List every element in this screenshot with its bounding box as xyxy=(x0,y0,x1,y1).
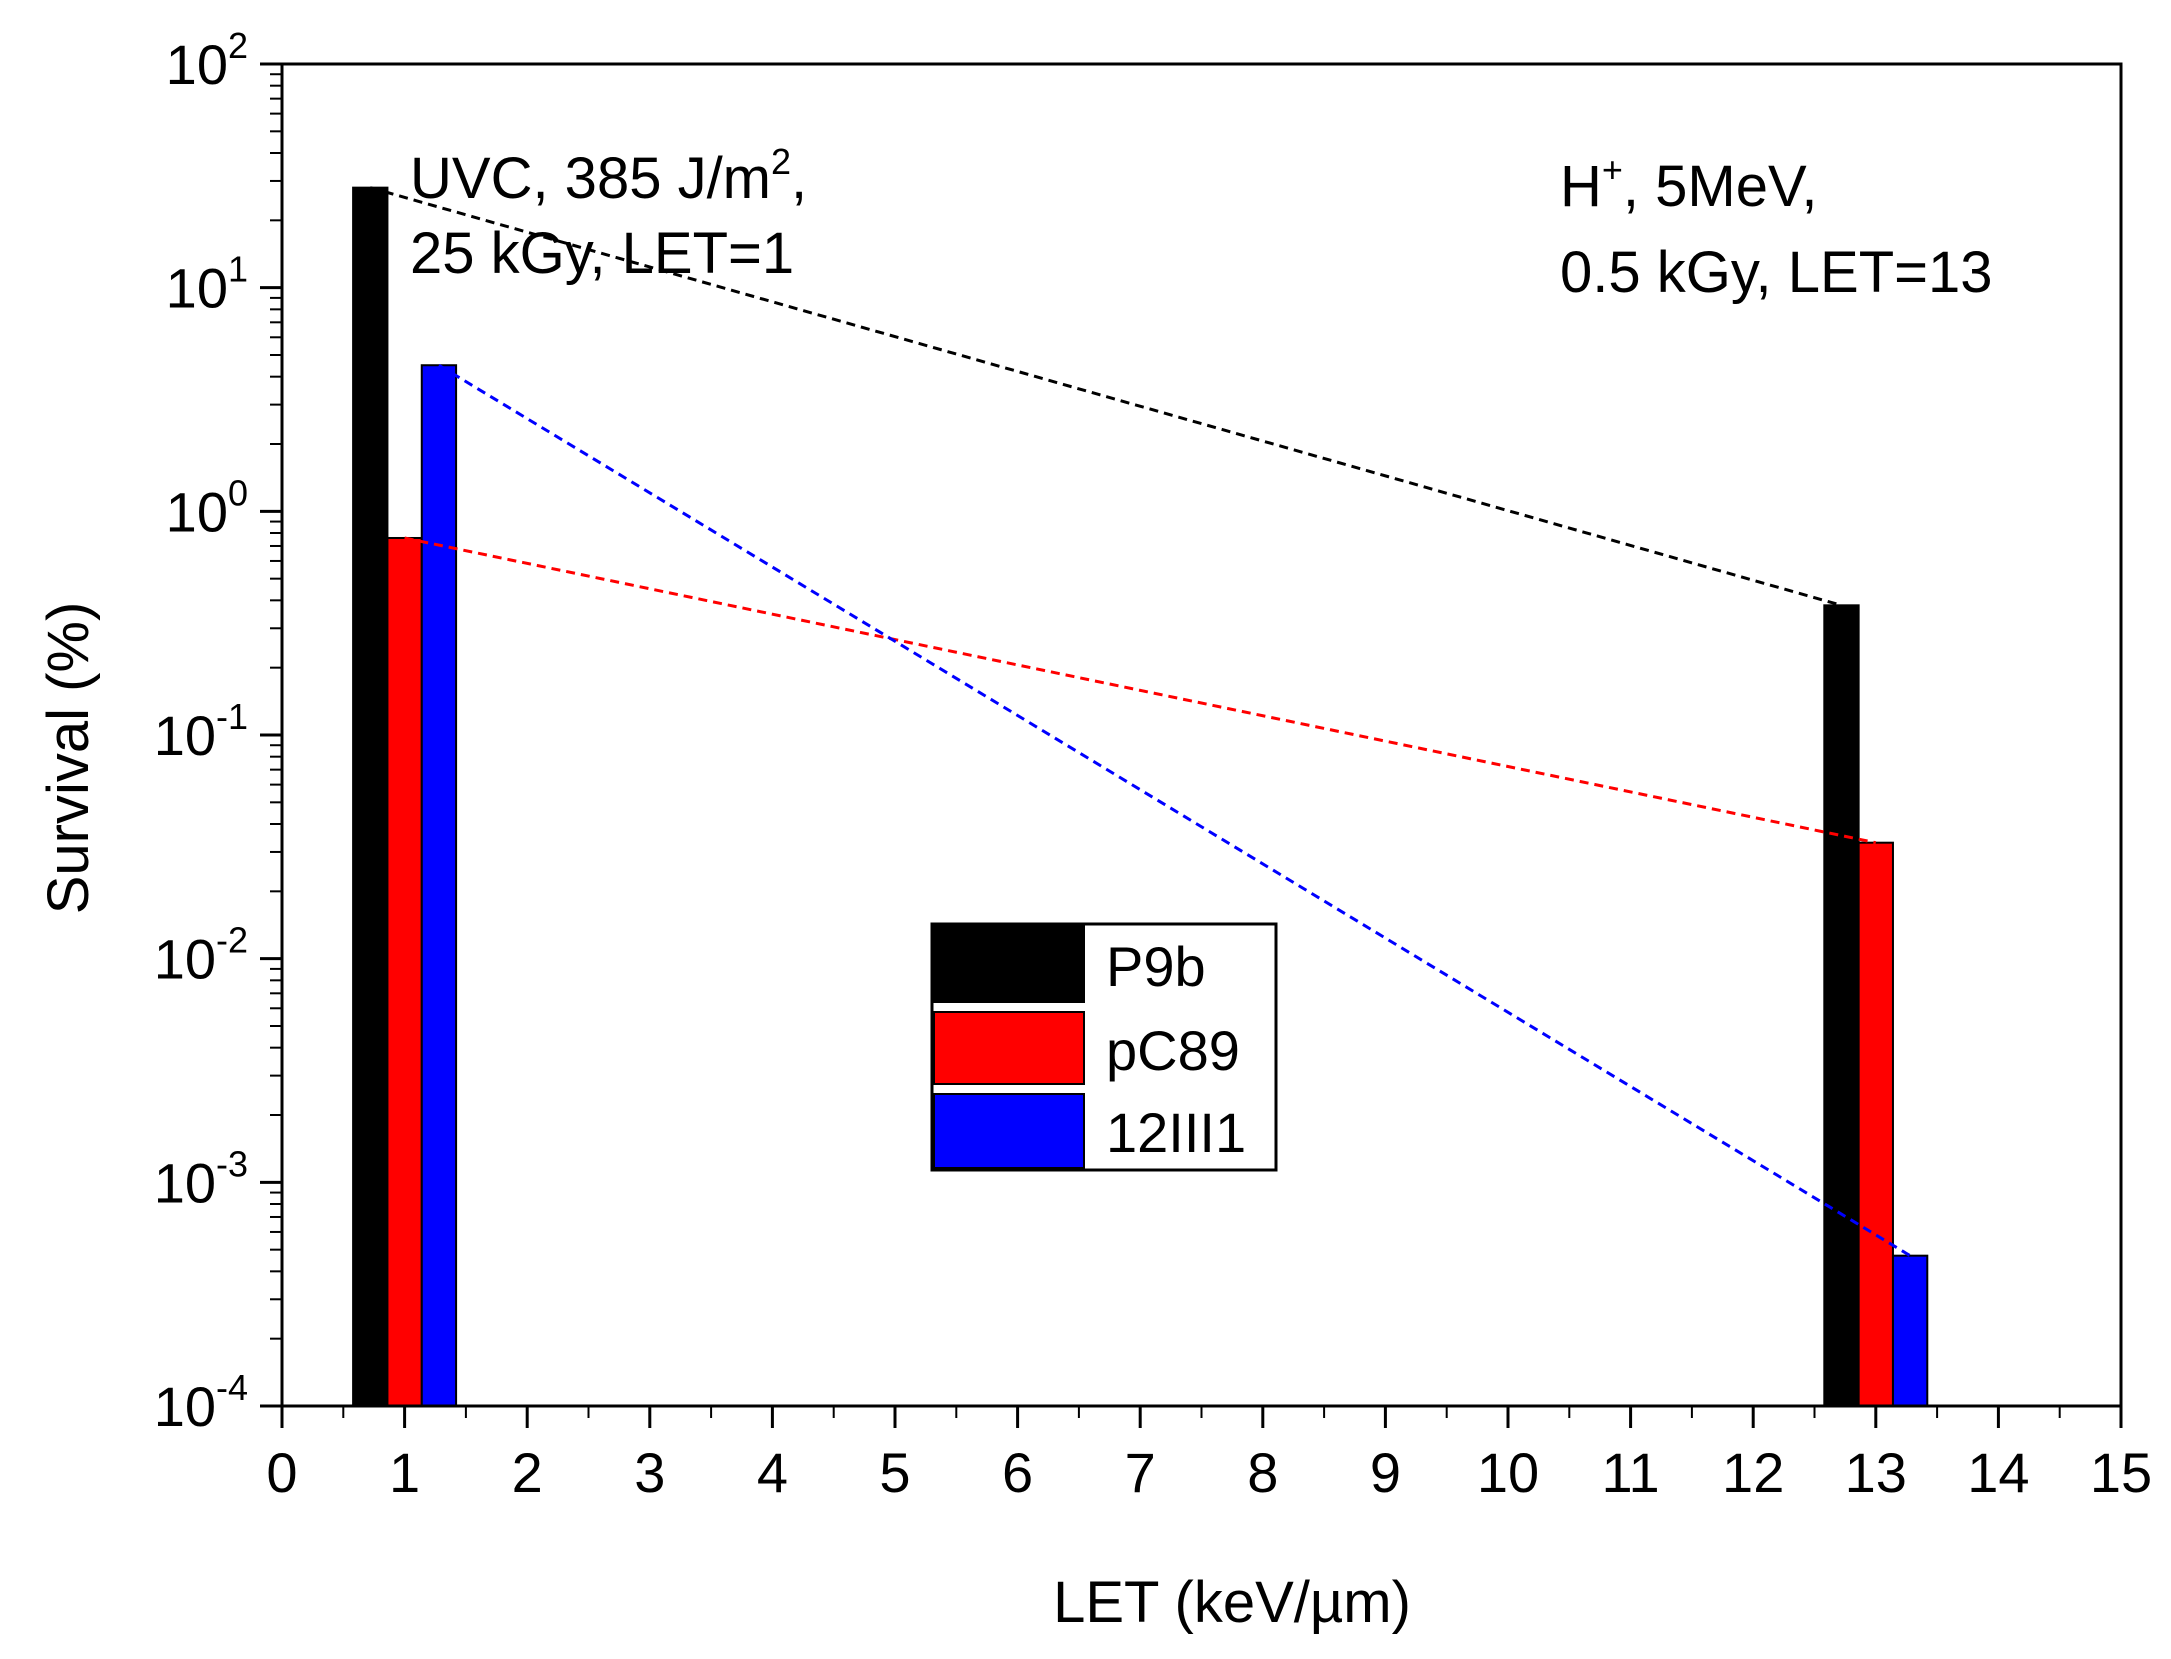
x-tick-label: 4 xyxy=(757,1441,788,1504)
y-tick-label: 102 xyxy=(166,25,248,96)
legend-swatch-pc89 xyxy=(933,1011,1085,1085)
x-tick-label: 10 xyxy=(1477,1441,1539,1504)
y-tick-label: 10-4 xyxy=(154,1367,248,1438)
bars-layer xyxy=(352,186,1929,1408)
y-tick-label: 10-3 xyxy=(154,1143,248,1214)
x-tick-label: 12 xyxy=(1722,1441,1784,1504)
legend-label-pc89: pC89 xyxy=(1106,1019,1240,1082)
annotation-proton: H+, 5MeV, 0.5 kGy, LET=13 xyxy=(1560,149,1993,305)
annotation-uvc-line1: UVC, 385 J/m2, xyxy=(410,141,807,211)
y-tick-label: 100 xyxy=(166,472,248,543)
x-tick-label: 3 xyxy=(634,1441,665,1504)
x-tick-label: 8 xyxy=(1247,1441,1278,1504)
annotation-proton-line2: 0.5 kGy, LET=13 xyxy=(1560,240,1993,305)
legend-label-p9b: P9b xyxy=(1106,935,1206,998)
x-tick-label: 15 xyxy=(2090,1441,2152,1504)
bar-12iii1-1 xyxy=(1891,1254,1929,1407)
x-tick-label: 0 xyxy=(266,1441,297,1504)
axes-layer: 0 1 2 3 4 5 6 7 8 9 10 11 12 13 14 1510-410-310-210-110… xyxy=(154,25,2152,1504)
x-tick-label: 11 xyxy=(1602,1441,1660,1504)
x-tick-label: 9 xyxy=(1370,1441,1401,1504)
annotation-proton-line1: H+, 5MeV, xyxy=(1560,149,1817,219)
x-tick-label: 13 xyxy=(1845,1441,1907,1504)
bar-p9b-1 xyxy=(1823,604,1860,1407)
annotation-uvc-line2: 25 kGy, LET=1 xyxy=(410,221,794,286)
x-tick-label: 6 xyxy=(1002,1441,1033,1504)
trend-lines-layer xyxy=(369,186,1911,1257)
bar-pc89-1 xyxy=(1857,841,1894,1407)
x-tick-label: 7 xyxy=(1125,1441,1156,1504)
y-axis-title: Survival (%) xyxy=(36,602,101,915)
x-tick-label: 2 xyxy=(512,1441,543,1504)
bar-12iii1-0 xyxy=(420,364,458,1408)
trend-line-12iii1 xyxy=(438,363,1911,1257)
y-tick-label: 101 xyxy=(166,249,248,320)
x-tick-label: 14 xyxy=(1967,1441,2029,1504)
legend-swatch-12iii1 xyxy=(933,1093,1085,1169)
legend-swatch-p9b xyxy=(933,925,1085,1003)
y-tick-label: 10-1 xyxy=(154,696,248,767)
annotation-uvc: UVC, 385 J/m2, 25 kGy, LET=1 xyxy=(410,141,807,286)
x-tick-label: 1 xyxy=(389,1441,420,1504)
bar-pc89-0 xyxy=(386,536,423,1407)
y-tick-label: 10-2 xyxy=(154,920,248,991)
trend-line-pc89 xyxy=(404,536,1877,845)
legend-label-12iii1: 12III1 xyxy=(1106,1101,1246,1164)
x-axis-title: LET (keV/µm) xyxy=(1053,1570,1411,1635)
legend: P9b pC89 12III1 xyxy=(930,922,1278,1172)
bar-p9b-0 xyxy=(352,186,389,1407)
x-tick-label: 5 xyxy=(879,1441,910,1504)
